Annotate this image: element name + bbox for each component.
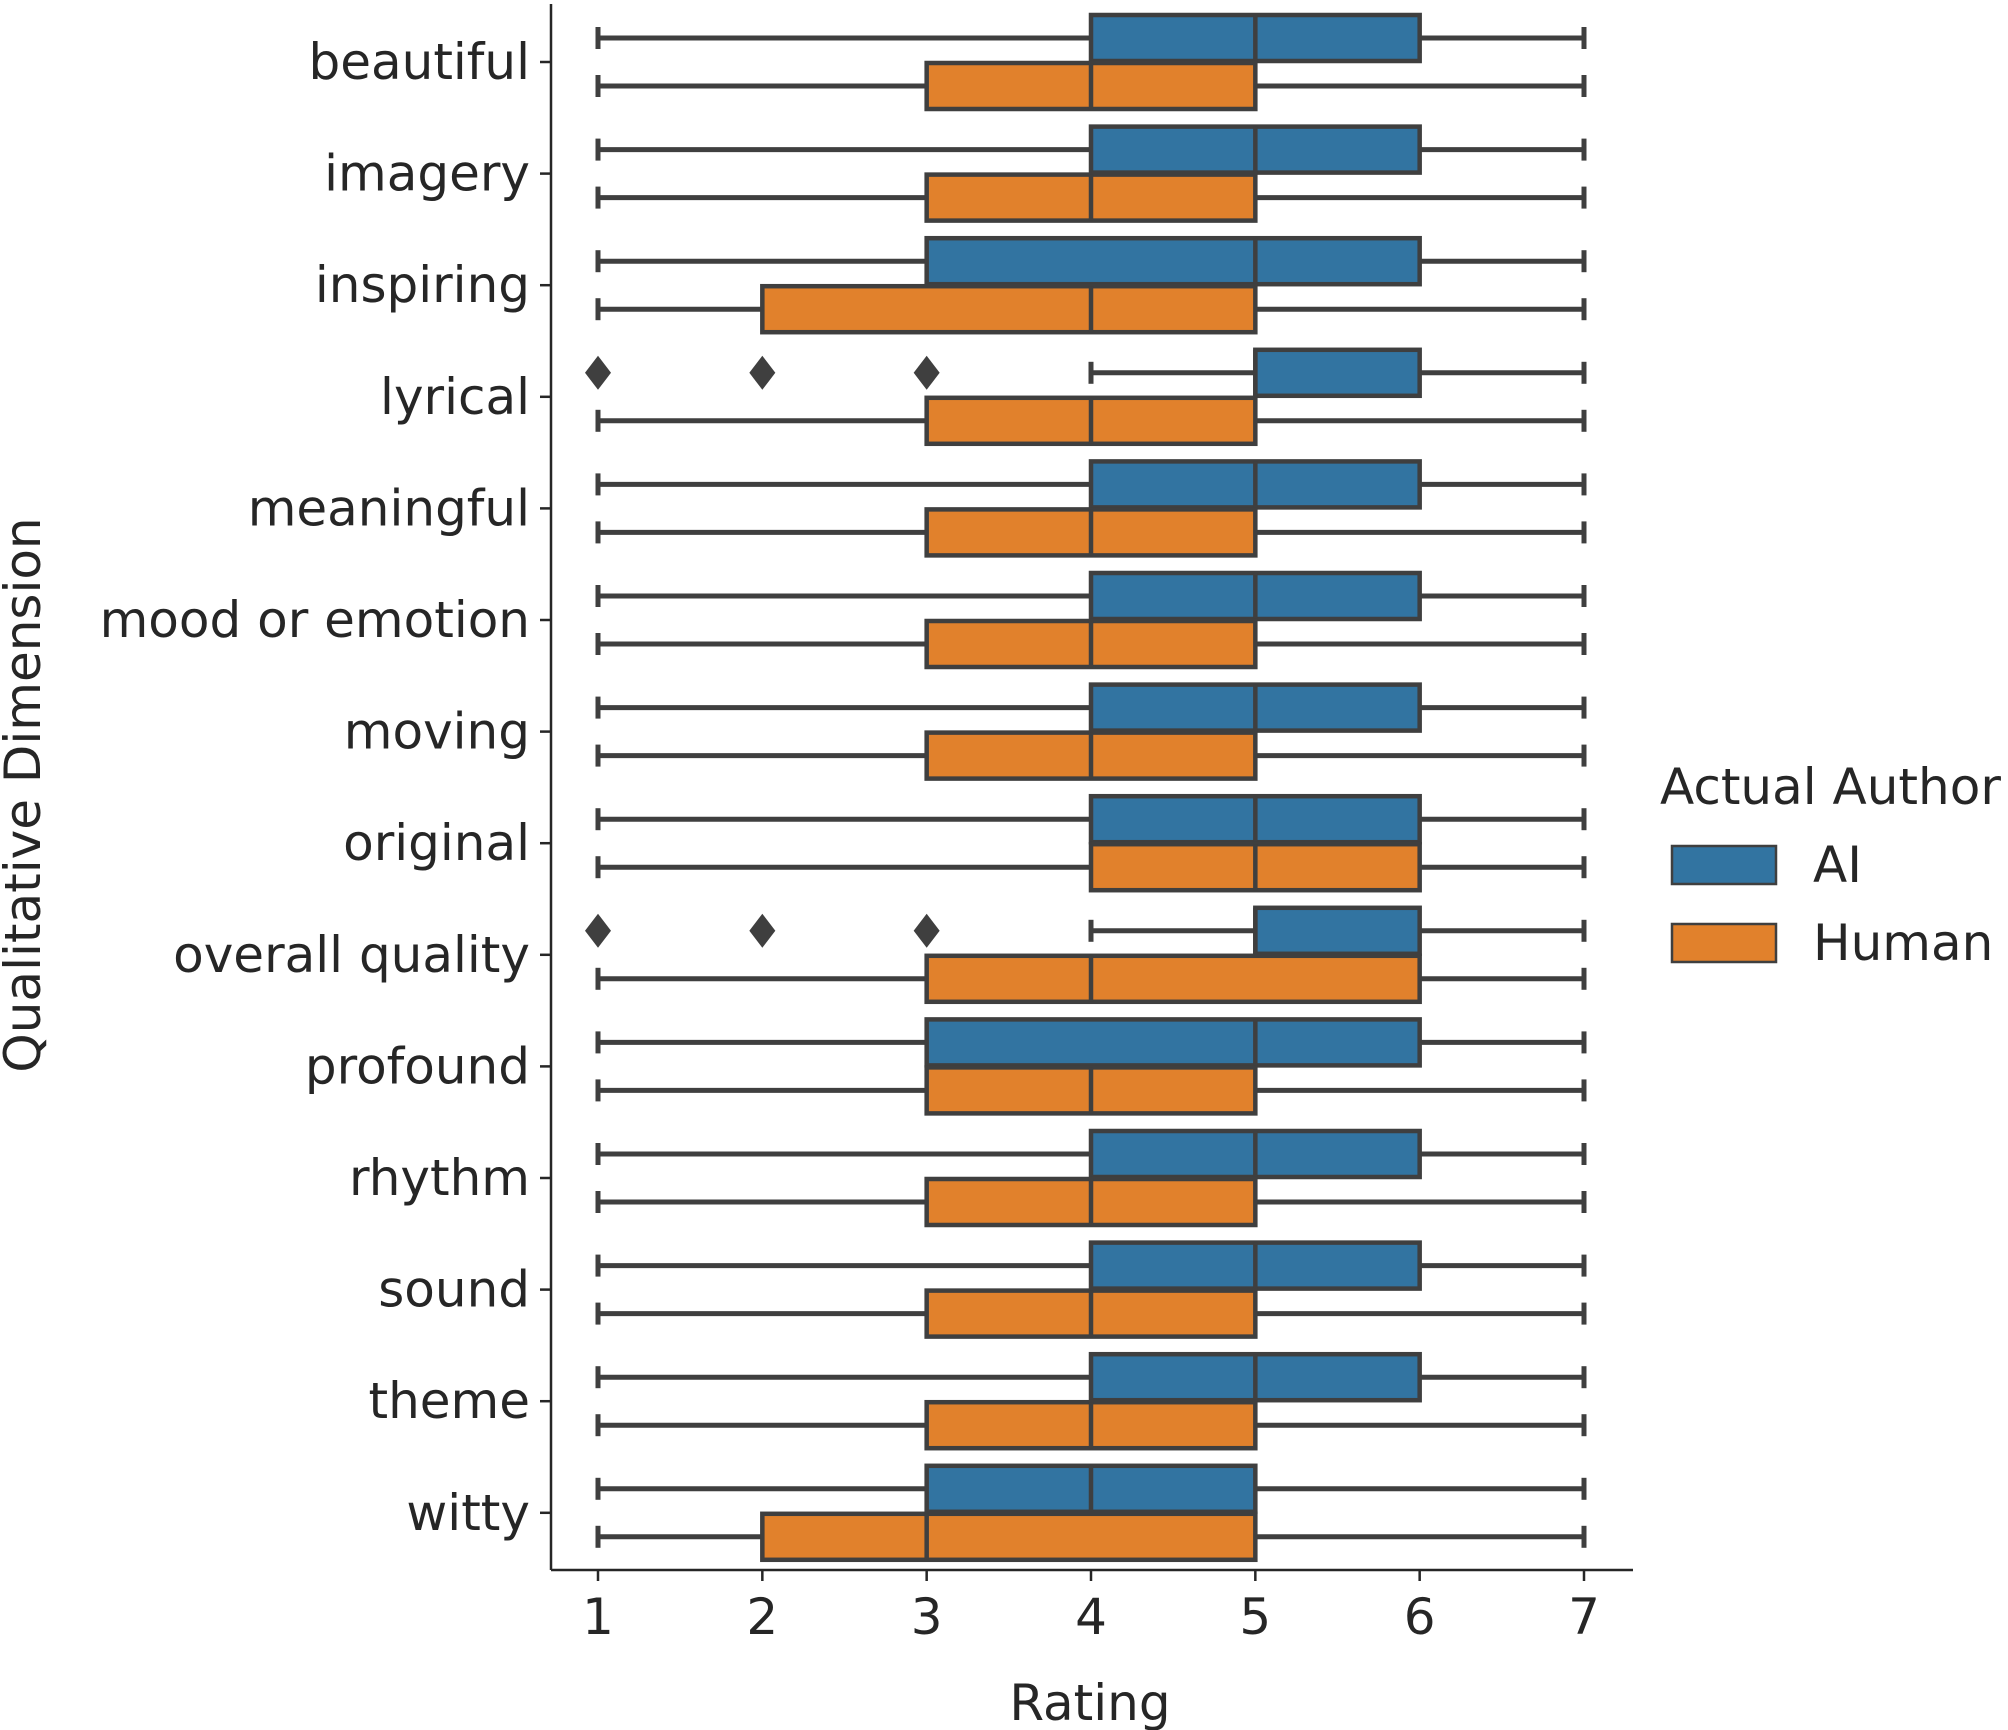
box-group-ai	[595, 1240, 1587, 1291]
box-group-human	[595, 1065, 1587, 1116]
box-group-human	[595, 60, 1587, 112]
x-tick-label: 7	[1568, 1588, 1600, 1646]
box-group-ai	[595, 459, 1587, 510]
box-group-ai	[595, 1017, 1587, 1068]
y-tick-label: profound	[305, 1037, 530, 1095]
box	[924, 953, 1422, 1005]
box-group-ai	[585, 347, 1587, 399]
box-group-ai	[595, 1128, 1587, 1180]
y-tick-label: theme	[368, 1372, 530, 1430]
box-group-human	[595, 841, 1587, 893]
outlier-point	[585, 355, 611, 390]
outlier-point	[749, 913, 776, 948]
box-group-human	[595, 1511, 1587, 1563]
box	[924, 235, 1422, 287]
x-tick-label: 5	[1239, 1588, 1271, 1646]
outlier-point	[585, 913, 611, 948]
box-group-ai	[595, 235, 1587, 287]
tick-labels: beautiful imagery inspiring lyrical meaningf…	[100, 33, 1600, 1646]
y-tick-label: moving	[344, 703, 530, 761]
y-tick-label: inspiring	[315, 256, 530, 314]
box-group-human	[595, 618, 1587, 670]
box-group-ai	[595, 124, 1587, 175]
box-group-human	[595, 1288, 1587, 1339]
x-tick-label: 2	[746, 1588, 778, 1646]
y-tick-label: original	[343, 814, 530, 872]
box	[1253, 347, 1422, 399]
x-axis-title: Rating	[1009, 1674, 1170, 1730]
plot-area	[585, 12, 1587, 1563]
box-group-ai	[595, 12, 1587, 64]
outlier-point	[913, 355, 940, 390]
box-group-human	[595, 283, 1587, 335]
y-tick-label: sound	[378, 1261, 530, 1319]
y-tick-label: beautiful	[308, 33, 530, 91]
y-tick-label: lyrical	[380, 368, 530, 426]
legend-label-human: Human	[1813, 914, 1993, 972]
box-group-human	[595, 507, 1587, 558]
y-tick-label: witty	[406, 1484, 530, 1542]
box-group-ai	[595, 1351, 1587, 1403]
y-tick-label: rhythm	[349, 1149, 530, 1207]
y-tick-label: meaningful	[248, 479, 530, 537]
legend-swatch-ai	[1670, 844, 1778, 886]
x-tick-label: 3	[911, 1588, 943, 1646]
box-group-human	[595, 730, 1587, 781]
x-tick-label: 1	[582, 1588, 614, 1646]
box	[760, 283, 1258, 335]
box-group-ai	[585, 905, 1587, 957]
box	[760, 1511, 1258, 1563]
legend-label-ai: AI	[1813, 836, 1862, 894]
box	[1253, 905, 1422, 957]
box-group-human	[595, 395, 1587, 447]
outlier-point	[749, 355, 776, 390]
box-group-human	[595, 1176, 1587, 1228]
outlier-point	[913, 913, 940, 948]
y-tick-label: overall quality	[173, 926, 530, 984]
box-group-ai	[595, 793, 1587, 845]
box-group-ai	[595, 570, 1587, 622]
box-group-ai	[595, 682, 1587, 733]
legend-swatch-human	[1670, 922, 1778, 964]
box-group-ai	[595, 1463, 1587, 1515]
box-group-human	[595, 1399, 1587, 1451]
box-group-human	[595, 953, 1587, 1005]
legend: Actual Author AI Human	[1660, 758, 2001, 972]
box-group-human	[595, 172, 1587, 223]
y-tick-label: mood or emotion	[100, 591, 530, 649]
x-tick-label: 4	[1075, 1588, 1107, 1646]
box	[924, 1017, 1422, 1068]
y-axis-title: Qualitative Dimension	[0, 517, 52, 1072]
x-tick-label: 6	[1404, 1588, 1436, 1646]
y-tick-label: imagery	[324, 145, 530, 203]
legend-title: Actual Author	[1660, 758, 2001, 816]
